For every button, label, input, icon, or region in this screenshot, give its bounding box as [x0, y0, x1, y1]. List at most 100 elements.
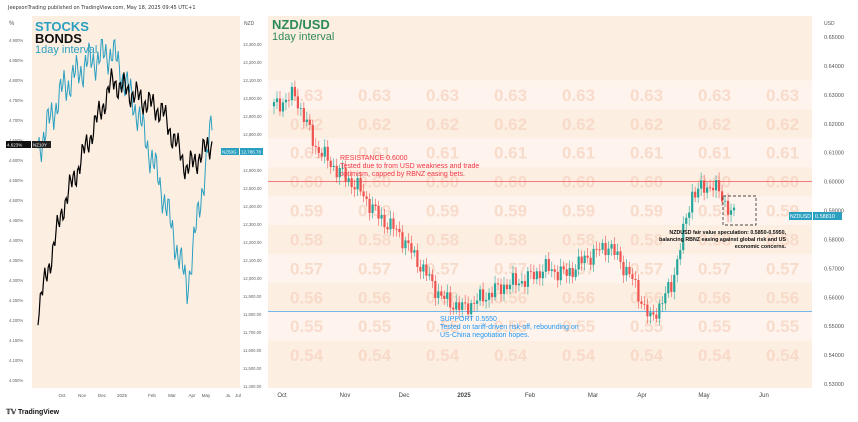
- candle-body: [604, 242, 607, 256]
- left-time-axis: Oct Nov Dec 2025 Feb Mar Apr May Ju Jul: [58, 393, 240, 398]
- watermark-level: 0.56: [358, 288, 391, 307]
- left-x-label: Nov: [78, 393, 87, 398]
- watermark-level: 0.60: [290, 173, 323, 192]
- watermark-level: 0.59: [290, 202, 323, 221]
- last-price-badge: NZDUSD 0.58810: [789, 212, 842, 220]
- yield-tick-label: 4.300%: [9, 278, 23, 283]
- tradingview-logo[interactable]: 𝕋𝕍 TradingView: [6, 408, 59, 416]
- candle-body: [571, 268, 574, 278]
- left-x-label: Oct: [58, 393, 66, 398]
- price-tick-label: 0.59000: [824, 209, 844, 215]
- left-x-label: 2025: [117, 393, 128, 398]
- candle-body: [709, 187, 712, 189]
- candle-body: [499, 284, 503, 295]
- candle-body: [541, 271, 544, 279]
- index-tick-label: 11,900.00: [243, 294, 262, 299]
- price-tick-label: 0.56000: [824, 295, 844, 301]
- candle-body: [676, 259, 679, 275]
- watermark-level: 0.55: [630, 317, 663, 336]
- candle-body: [556, 271, 559, 281]
- watermark-level: 0.59: [562, 202, 595, 221]
- index-tick-label: 13,000.00: [243, 96, 262, 101]
- price-axis-unit: USD: [824, 21, 835, 27]
- main-x-label: Dec: [399, 393, 410, 399]
- tradingview-logo-icon: 𝕋𝕍: [6, 409, 17, 416]
- nz10y-line[interactable]: [37, 68, 213, 326]
- candle-body: [562, 266, 565, 270]
- watermark-level: 0.61: [698, 144, 731, 163]
- watermark-level: 0.57: [630, 259, 663, 278]
- candle-body: [461, 302, 464, 310]
- watermark-level: 0.57: [358, 259, 391, 278]
- candle-body: [553, 269, 556, 272]
- last-price-tag: NZDUSD: [790, 214, 811, 220]
- candle-body: [661, 303, 664, 305]
- left-interval: 1day interval: [35, 44, 97, 56]
- candle-body: [711, 187, 715, 191]
- index-badge-value: 12,786.78: [241, 150, 262, 155]
- main-x-label: May: [698, 393, 709, 399]
- candle-body: [281, 102, 285, 112]
- candle-body: [682, 223, 685, 251]
- watermark-level: 0.57: [698, 259, 731, 278]
- watermark-level: 0.59: [494, 202, 527, 221]
- candle-body: [583, 255, 586, 264]
- candle-body: [434, 281, 437, 299]
- index-tick-label: 12,100.00: [243, 258, 262, 263]
- price-tick-label: 0.62000: [824, 122, 844, 128]
- watermark-level: 0.55: [290, 317, 323, 336]
- watermark-level: 0.59: [426, 202, 459, 221]
- candle-body: [362, 191, 365, 197]
- yield-tick-label: 4.250%: [9, 298, 23, 303]
- nzdusd-panel[interactable]: 0.63 0.63 0.63 0.63 0.63 0.63 0.63 0.630.62 0.62…: [268, 16, 854, 402]
- candle-body: [452, 307, 455, 310]
- candle-body: [443, 295, 446, 299]
- fair-value-note-3: economic concerns.: [735, 244, 787, 250]
- watermark-level: 0.58: [562, 230, 595, 249]
- candlestick-series[interactable]: [272, 80, 736, 326]
- watermark-level: 0.58: [494, 230, 527, 249]
- candle-body: [628, 266, 631, 275]
- stocks-bonds-panel[interactable]: % NZD STOCKS BONDS 1day interval 4.900%4…: [6, 16, 263, 402]
- candle-body: [547, 259, 550, 271]
- candle-body: [634, 278, 637, 281]
- candle-body: [338, 168, 341, 178]
- yield-badge-value: 4.623%: [7, 143, 22, 148]
- candle-body: [467, 303, 470, 315]
- candle-body: [479, 289, 482, 301]
- candle-body: [302, 108, 305, 123]
- candle-body: [580, 256, 583, 264]
- candle-body: [517, 283, 521, 286]
- price-tick-label: 0.53000: [824, 382, 844, 388]
- candle-body: [473, 303, 476, 304]
- watermark-level: 0.55: [358, 317, 391, 336]
- yield-tick-label: 4.450%: [9, 218, 23, 223]
- candle-body: [577, 256, 580, 270]
- nz50g-line[interactable]: [37, 38, 213, 305]
- candle-body: [538, 271, 541, 279]
- watermark-level: 0.63: [698, 86, 731, 105]
- candle-body: [523, 281, 527, 287]
- support-title: SUPPORT 0.5550: [440, 316, 497, 323]
- candle-body: [622, 261, 625, 276]
- candle-body: [431, 274, 434, 282]
- yield-tick-label: 4.200%: [9, 318, 23, 323]
- watermark-level: 0.56: [562, 288, 595, 307]
- watermark-level: 0.59: [630, 202, 663, 221]
- candle-body: [601, 242, 604, 250]
- candle-body: [697, 188, 700, 198]
- index-tick-label: 12,800.00: [243, 132, 262, 137]
- fair-value-box[interactable]: [722, 195, 757, 226]
- index-tick-label: 12,300.00: [243, 222, 262, 227]
- candle-body: [568, 268, 571, 276]
- watermark-level: 0.62: [426, 115, 459, 134]
- index-tick-label: 13,200.00: [243, 60, 262, 65]
- candle-body: [365, 196, 368, 199]
- watermark-level: 0.61: [358, 144, 391, 163]
- candle-body: [428, 274, 431, 276]
- watermark-level: 0.60: [358, 173, 391, 192]
- index-tick-label: 11,500.00: [243, 366, 262, 371]
- watermark-band: [268, 138, 812, 168]
- watermark-level: 0.61: [426, 144, 459, 163]
- watermark-level: 0.61: [630, 144, 663, 163]
